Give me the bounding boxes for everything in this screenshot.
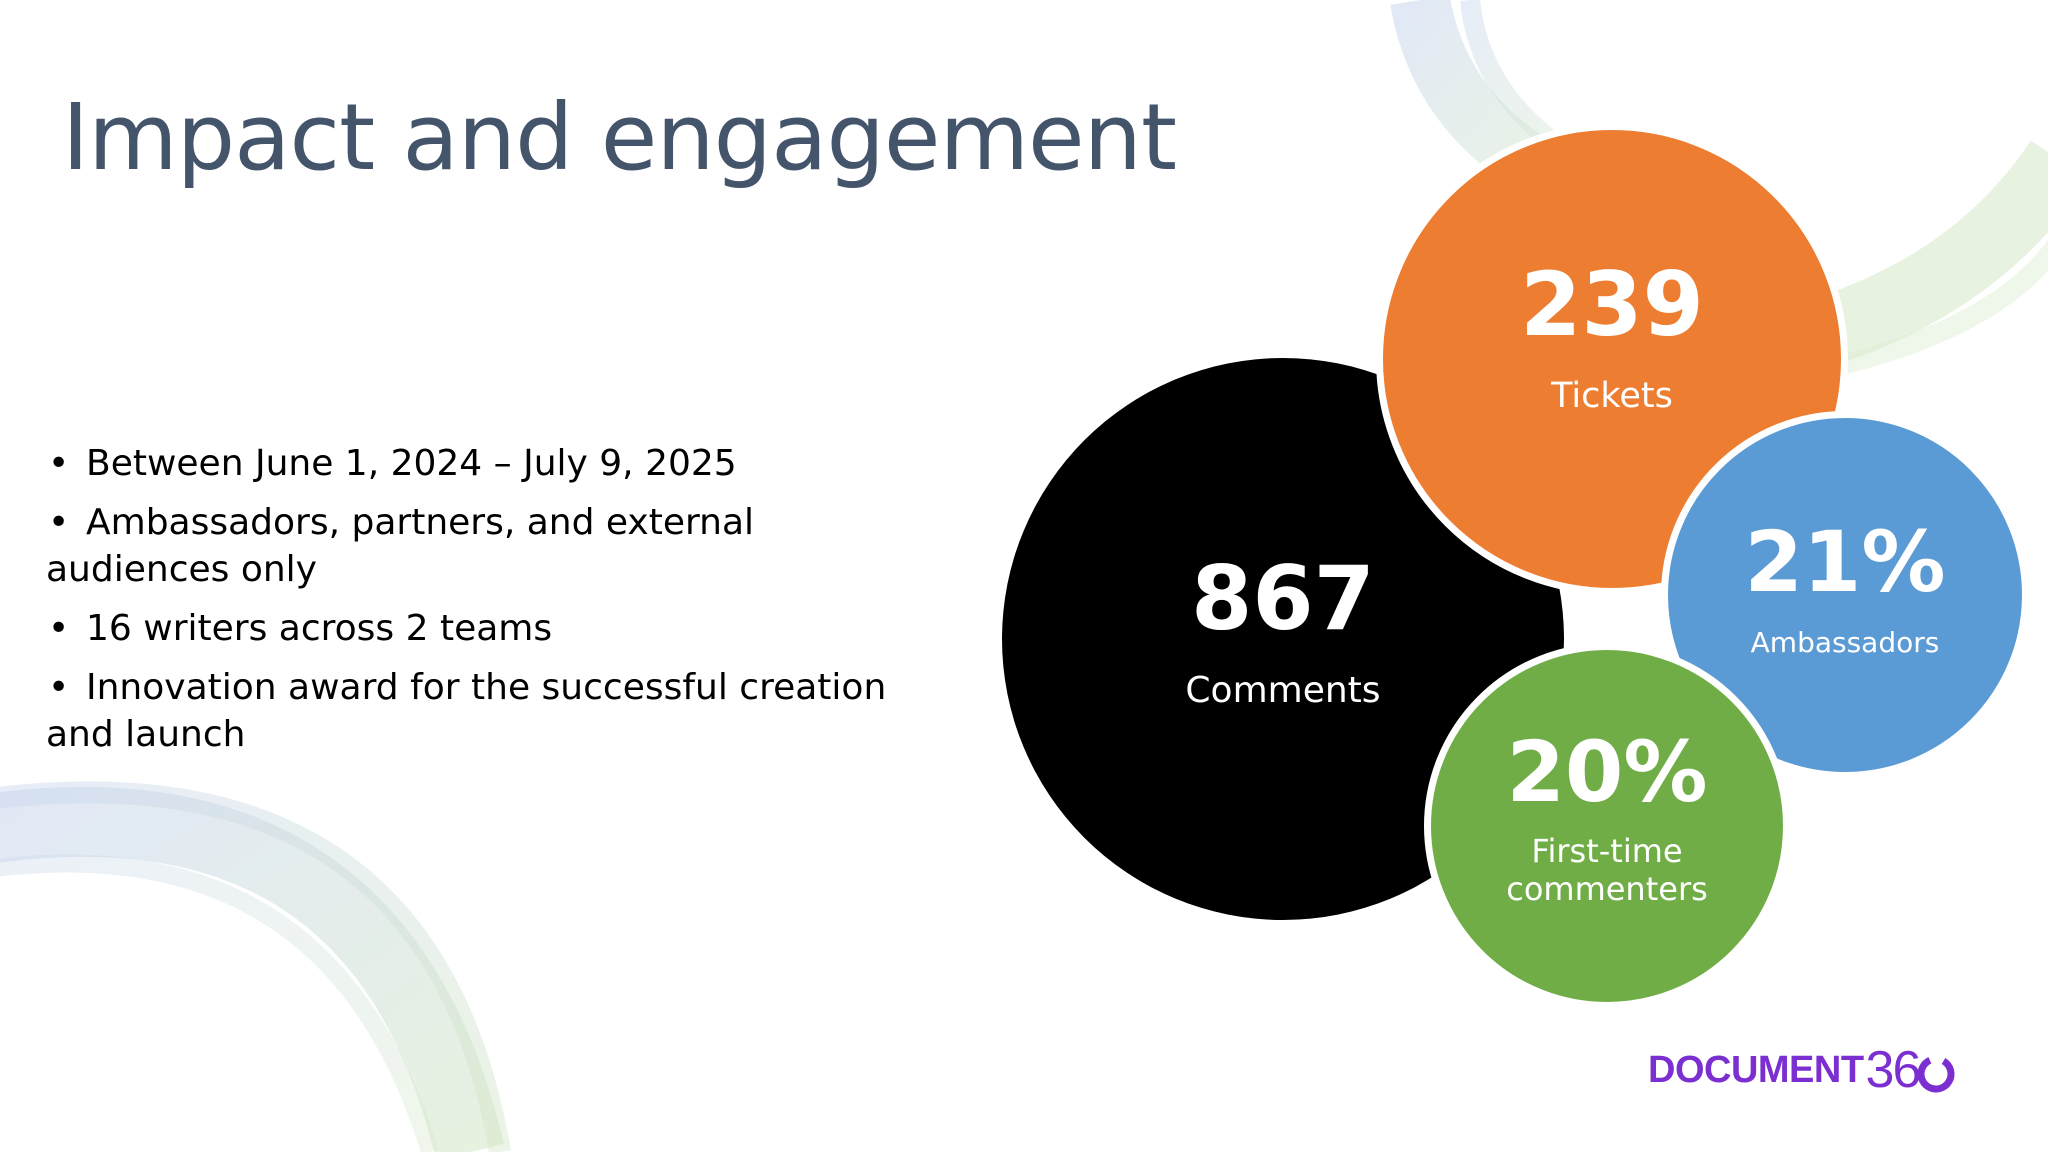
logo-number: 36 (1865, 1041, 1922, 1099)
tickets-value: 239 (1520, 253, 1704, 356)
logo-wordmark: DOCUMENT (1648, 1048, 1864, 1091)
o-ring-icon (1917, 1055, 1955, 1093)
document360-logo: DOCUMENT 36 (1648, 1040, 1957, 1100)
comments-label: Comments (1185, 670, 1381, 712)
bullet-item: Ambassadors, partners, and external audi… (46, 499, 946, 593)
bullet-item: Innovation award for the successful crea… (46, 664, 946, 758)
bullet-item: 16 writers across 2 teams (46, 605, 946, 652)
ambassadors-label: Ambassadors (1750, 626, 1940, 660)
tickets-label: Tickets (1551, 376, 1673, 416)
right-edge-swoosh (1817, 140, 2048, 380)
comments-value: 867 (1191, 547, 1375, 651)
page-title: Impact and engagement (62, 84, 1177, 191)
first-time-commenters-label: First-time commenters (1506, 831, 1708, 908)
ambassadors-value: 21% (1744, 513, 1946, 612)
bullet-item: Between June 1, 2024 – July 9, 2025 (46, 440, 946, 487)
bullet-list: Between June 1, 2024 – July 9, 2025 Amba… (46, 440, 946, 770)
bottom-left-swoosh (0, 781, 511, 1152)
first-time-commenters-value: 20% (1506, 722, 1708, 821)
first-time-commenters-bubble: 20% First-time commenters (1424, 643, 1790, 1009)
